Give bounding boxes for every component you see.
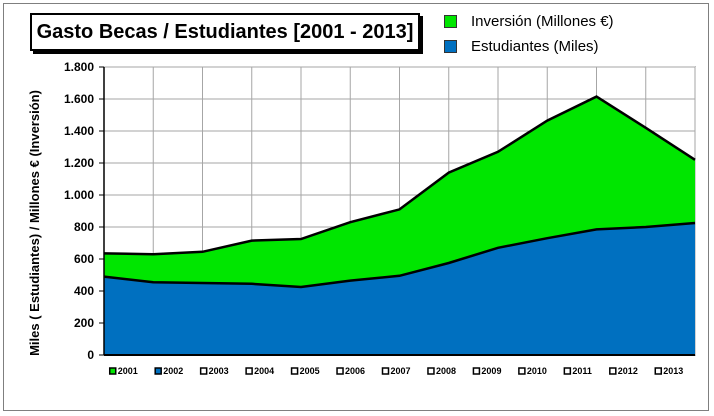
area-estudiantes: [104, 223, 695, 355]
x-tick-marker: [654, 367, 663, 375]
x-tick-marker: [381, 367, 390, 375]
x-tick-marker: [563, 367, 572, 375]
y-tick-label: 800: [74, 220, 94, 234]
x-tick-label: 2008: [436, 366, 456, 376]
y-tick-label: 600: [74, 252, 94, 266]
x-tick-label: 2005: [300, 366, 320, 376]
x-tick-label: 2002: [163, 366, 183, 376]
x-tick-marker: [427, 367, 435, 375]
x-tick-marker: [609, 367, 617, 375]
legend-item-estudiantes: Estudiantes (Miles): [444, 38, 599, 55]
line-estudiantes: [103, 221, 696, 289]
y-tick-label: 1.000: [64, 188, 94, 202]
x-tick-label: 2011: [572, 366, 592, 376]
x-tick-marker: [245, 367, 253, 375]
x-tick-label: 2013: [663, 366, 683, 376]
legend-label-estudiantes: Estudiantes (Miles): [471, 38, 599, 55]
legend-swatch-estudiantes: [444, 40, 457, 53]
legend-label-inversion: Inversión (Millones €): [471, 13, 614, 30]
legend-item-inversion: Inversión (Millones €): [444, 13, 614, 30]
x-tick-label: 2004: [254, 366, 274, 376]
x-tick-marker: [199, 367, 208, 375]
legend-swatch-inversion: [444, 15, 457, 28]
area-layer: [103, 95, 696, 355]
y-tick-label: 0: [87, 348, 94, 362]
axis-layer: [99, 66, 695, 356]
x-tick-marker: [518, 367, 526, 375]
label-layer: 0 200 400 600 800 1.000 1.200 1.400 1.600 1.800 20…: [64, 60, 683, 376]
line-inversion: [103, 95, 696, 256]
y-tick-label: 1.800: [64, 60, 94, 74]
y-tick-label: 400: [74, 284, 94, 298]
x-tick-marker: [108, 367, 117, 375]
x-tick-marker: [472, 367, 481, 375]
x-tick-marker: [154, 367, 162, 375]
x-tick-label: 2010: [527, 366, 547, 376]
y-tick-label: 200: [74, 316, 94, 330]
y-tick-label: 1.200: [64, 156, 94, 170]
x-tick-label: 2003: [209, 366, 229, 376]
y-axis-label: Miles ( Estudiantes) / Millones € (Inver…: [27, 90, 42, 356]
x-tick-marker: [336, 367, 344, 375]
x-tick-label: 2009: [481, 366, 501, 376]
y-tick-label: 1.400: [64, 124, 94, 138]
y-tick-label: 1.600: [64, 92, 94, 106]
chart-title: Gasto Becas / Estudiantes [2001 - 2013]: [30, 13, 420, 51]
x-tick-label: 2007: [391, 366, 411, 376]
x-tick-marker: [290, 367, 299, 375]
x-tick-label: 2001: [118, 366, 138, 376]
x-tick-label: 2006: [345, 366, 365, 376]
x-tick-label: 2012: [618, 366, 638, 376]
